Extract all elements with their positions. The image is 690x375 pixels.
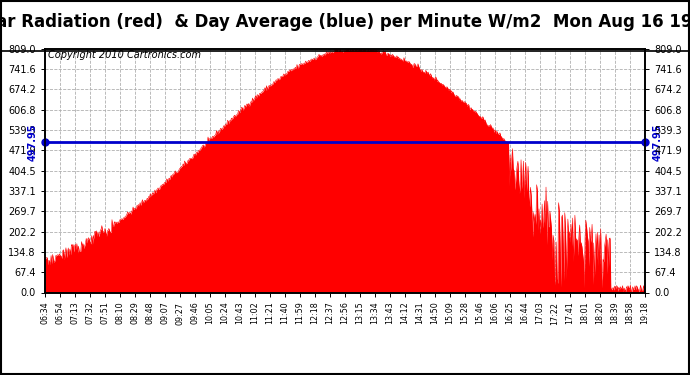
Text: 497.95: 497.95 [28,124,38,161]
Text: Copyright 2010 Cartronics.com: Copyright 2010 Cartronics.com [48,50,201,60]
Text: 497.95: 497.95 [652,124,662,161]
Text: Solar Radiation (red)  & Day Average (blue) per Minute W/m2  Mon Aug 16 19:31: Solar Radiation (red) & Day Average (blu… [0,13,690,31]
